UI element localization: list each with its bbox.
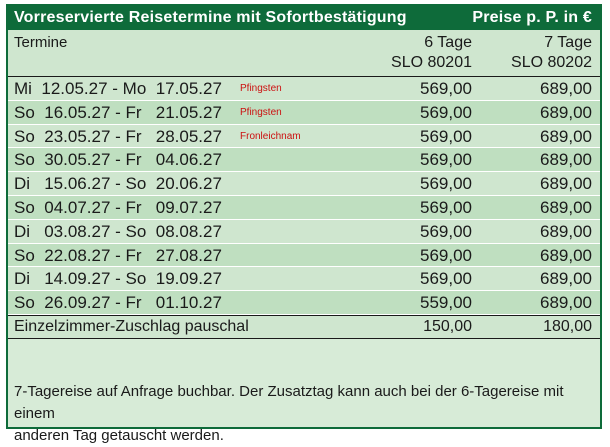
price-6-tage: 569,00: [420, 221, 472, 241]
row-dates: So 16.05.27 - Fr 21.05.27: [14, 102, 222, 122]
table-header: Termine 6 Tage SLO 80201 7 Tage SLO 8020…: [8, 30, 600, 77]
single-room-price-6-tage: 150,00: [423, 317, 472, 335]
price-7-tage: 689,00: [540, 79, 592, 98]
table-row: So 30.05.27 - Fr 04.06.27 569,00 689,00: [8, 148, 600, 173]
holiday-note: Pfingsten: [240, 83, 282, 94]
price-6-tage: 569,00: [420, 126, 472, 146]
table-row: So 16.05.27 - Fr 21.05.27 Pfingsten 569,…: [8, 100, 600, 125]
table-row: Di 03.08.27 - So 08.08.27 569,00 689,00: [8, 219, 600, 244]
row-dates: So 30.05.27 - Fr 04.06.27: [14, 150, 222, 170]
header-6-tage-code: SLO 80201: [391, 54, 472, 71]
price-6-tage: 559,00: [420, 293, 472, 313]
header-6-tage-label: 6 Tage: [424, 34, 472, 51]
row-dates: So 04.07.27 - Fr 09.07.27: [14, 197, 222, 217]
table-row: Di 15.06.27 - So 20.06.27 569,00 689,00: [8, 172, 600, 196]
price-6-tage: 569,00: [420, 269, 472, 289]
table-row: So 04.07.27 - Fr 09.07.27 569,00 689,00: [8, 195, 600, 220]
single-room-price-7-tage: 180,00: [543, 317, 592, 335]
row-dates: Mi 12.05.27 - Mo 17.05.27: [14, 79, 222, 98]
header-7-tage-label: 7 Tage: [544, 34, 592, 51]
table-title: Vorreservierte Reisetermine mit Sofortbe…: [14, 9, 407, 26]
single-room-label: Einzelzimmer-Zuschlag pauschal: [14, 317, 249, 335]
row-dates: So 26.09.27 - Fr 01.10.27: [14, 293, 222, 313]
row-dates: Di 03.08.27 - So 08.08.27: [14, 221, 222, 241]
footnote-line-1: 7-Tagereise auf Anfrage buchbar. Der Zus…: [14, 383, 564, 422]
price-7-tage: 689,00: [540, 102, 592, 122]
table-row: So 26.09.27 - Fr 01.10.27 559,00 689,00: [8, 291, 600, 315]
price-7-tage: 689,00: [540, 245, 592, 265]
single-room-surcharge-row: Einzelzimmer-Zuschlag pauschal 150,00 18…: [8, 314, 600, 339]
price-7-tage: 689,00: [540, 293, 592, 313]
row-dates: So 22.08.27 - Fr 27.08.27: [14, 245, 222, 265]
price-table-box: Vorreservierte Reisetermine mit Sofortbe…: [6, 4, 602, 444]
table-row: Mi 12.05.27 - Mo 17.05.27 Pfingsten 569,…: [8, 77, 600, 101]
holiday-note: Pfingsten: [240, 106, 282, 118]
holiday-note: Fronleichnam: [240, 130, 301, 142]
price-6-tage: 569,00: [420, 79, 472, 98]
price-6-tage: 569,00: [420, 174, 472, 194]
price-6-tage: 569,00: [420, 150, 472, 170]
table-row: So 23.05.27 - Fr 28.05.27 Fronleichnam 5…: [8, 124, 600, 149]
header-termine: Termine: [14, 34, 68, 51]
price-6-tage: 569,00: [420, 197, 472, 217]
header-6-tage: 6 Tage SLO 80201: [391, 33, 472, 73]
row-dates: Di 15.06.27 - So 20.06.27: [14, 174, 222, 194]
price-6-tage: 569,00: [420, 245, 472, 265]
price-7-tage: 689,00: [540, 269, 592, 289]
table-row: So 22.08.27 - Fr 27.08.27 569,00 689,00: [8, 243, 600, 268]
row-dates: So 23.05.27 - Fr 28.05.27: [14, 126, 222, 146]
date-rows: Mi 12.05.27 - Mo 17.05.27 Pfingsten 569,…: [8, 77, 600, 339]
price-note: Preise p. P. in €: [472, 9, 592, 26]
footnote-line-2: anderen Tag getauscht werden.: [14, 427, 224, 444]
footnote: 7-Tagereise auf Anfrage buchbar. Der Zus…: [14, 381, 592, 447]
row-dates: Di 14.09.27 - So 19.09.27: [14, 269, 222, 289]
price-7-tage: 689,00: [540, 174, 592, 194]
price-7-tage: 689,00: [540, 150, 592, 170]
table-row: Di 14.09.27 - So 19.09.27 569,00 689,00: [8, 267, 600, 292]
price-7-tage: 689,00: [540, 197, 592, 217]
price-7-tage: 689,00: [540, 126, 592, 146]
price-7-tage: 689,00: [540, 221, 592, 241]
title-bar: Vorreservierte Reisetermine mit Sofortbe…: [8, 6, 600, 30]
header-7-tage-code: SLO 80202: [511, 54, 592, 71]
price-6-tage: 569,00: [420, 102, 472, 122]
header-7-tage: 7 Tage SLO 80202: [511, 33, 592, 73]
